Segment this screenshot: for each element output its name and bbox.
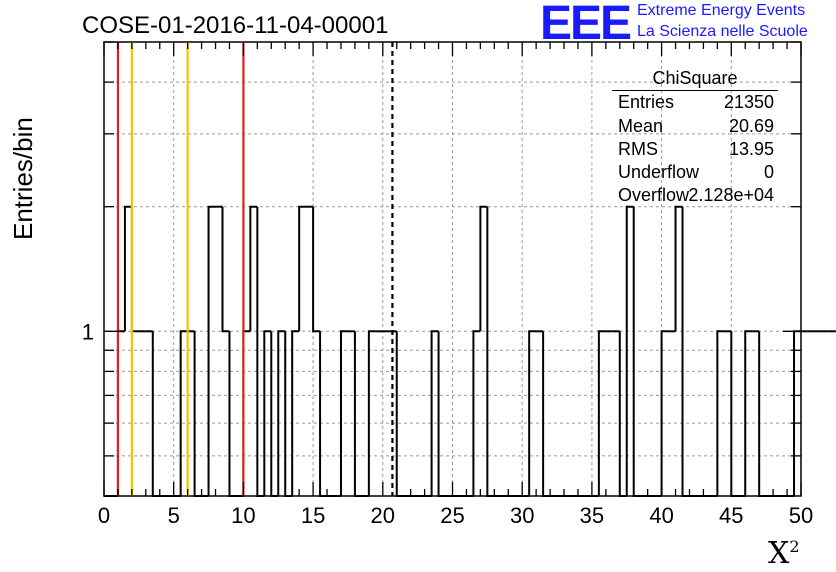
stat-row-entries: Entries 21350 bbox=[618, 92, 774, 114]
logo-subtitle-2: La Scienza nelle Scuole bbox=[637, 23, 808, 40]
stats-title: ChiSquare bbox=[652, 68, 738, 88]
histogram-bin bbox=[312, 206, 321, 333]
stat-value: 0 bbox=[763, 162, 774, 182]
histogram-bin bbox=[758, 331, 767, 497]
histogram-bin bbox=[674, 205, 683, 332]
stat-value: 21350 bbox=[723, 92, 774, 112]
chart-title: COSE-01-2016-11-04-00001 bbox=[82, 12, 389, 39]
histogram-bin bbox=[151, 331, 160, 497]
histogram-bin bbox=[730, 331, 739, 497]
histogram-bin bbox=[263, 330, 272, 496]
x-tick-label: 5 bbox=[168, 503, 180, 528]
histogram-bin bbox=[528, 330, 537, 496]
histogram-bin bbox=[430, 330, 439, 496]
axis-ticks bbox=[103, 41, 802, 496]
reference-lines bbox=[116, 42, 394, 496]
tick-labels: 0 5 10 15 20 25 30 35 40 45 50 1 bbox=[82, 319, 813, 528]
eee-logo: EEE Extreme Energy Events La Scienza nel… bbox=[540, 0, 830, 48]
histogram-bin bbox=[395, 331, 404, 497]
x-axis-label-text: X bbox=[768, 536, 790, 571]
stat-key: Mean bbox=[618, 116, 664, 136]
stat-key: Underflow bbox=[618, 162, 700, 182]
histogram-bin bbox=[319, 331, 328, 497]
histogram-bin bbox=[625, 205, 634, 496]
x-tick-label: 15 bbox=[301, 503, 325, 528]
x-axis-label-exponent: 2 bbox=[789, 537, 800, 556]
histogram-bin bbox=[793, 330, 801, 496]
logo-mark: EEE bbox=[540, 0, 632, 50]
histogram-bin bbox=[716, 330, 725, 496]
histogram-bin bbox=[597, 330, 606, 496]
stat-row-underflow: Underflow 0 bbox=[618, 162, 774, 184]
histogram-bin bbox=[367, 330, 376, 496]
histogram-bin bbox=[249, 205, 258, 332]
histogram-bin bbox=[472, 330, 481, 496]
x-tick-label: 25 bbox=[440, 503, 464, 528]
histogram-bin bbox=[277, 330, 286, 496]
histogram-bin bbox=[221, 206, 230, 333]
histogram-bin bbox=[542, 331, 551, 497]
stat-row-mean: Mean 20.69 bbox=[618, 116, 774, 138]
stat-key: Overflow bbox=[618, 185, 690, 205]
histogram-bars bbox=[104, 205, 836, 497]
x-tick-label: 45 bbox=[719, 503, 743, 528]
histogram-bin bbox=[339, 330, 348, 496]
histogram-bin bbox=[193, 331, 202, 497]
histogram-bin bbox=[437, 331, 446, 497]
histogram-bin bbox=[179, 330, 188, 496]
x-tick-label: 35 bbox=[580, 503, 604, 528]
x-tick-label: 30 bbox=[510, 503, 534, 528]
x-axis-label: X2 bbox=[768, 536, 800, 571]
logo-subtitle-1: Extreme Energy Events bbox=[637, 2, 806, 19]
histogram-bin bbox=[479, 205, 488, 332]
x-tick-label: 50 bbox=[789, 503, 813, 528]
stat-value: 13.95 bbox=[728, 139, 774, 159]
histogram-bin bbox=[284, 331, 293, 497]
stat-value: 2.128e+04 bbox=[688, 185, 774, 205]
stat-row-rms: RMS 13.95 bbox=[618, 139, 774, 161]
histogram-bin bbox=[291, 330, 300, 496]
histogram-bin bbox=[681, 206, 690, 497]
histogram-bin bbox=[744, 330, 753, 496]
histogram-bin bbox=[228, 331, 237, 497]
histogram-bin bbox=[632, 206, 641, 497]
histogram-bin bbox=[660, 330, 669, 496]
x-tick-label: 10 bbox=[231, 503, 255, 528]
histogram-bin bbox=[256, 206, 265, 497]
stats-divider bbox=[612, 90, 778, 91]
x-tick-label: 20 bbox=[371, 503, 395, 528]
x-tick-label: 40 bbox=[649, 503, 673, 528]
stats-box: ChiSquare Entries 21350 Mean 20.69 RMS 1… bbox=[612, 68, 778, 208]
stat-key: RMS bbox=[618, 139, 658, 159]
histogram-bin bbox=[618, 331, 627, 497]
histogram-bin bbox=[486, 206, 495, 497]
histogram-bin bbox=[298, 205, 307, 332]
histogram-bin bbox=[270, 331, 279, 497]
stat-key: Entries bbox=[618, 92, 675, 112]
histogram-bin bbox=[353, 331, 362, 497]
stat-row-overflow: Overflow 2.128e+04 bbox=[618, 185, 774, 207]
histogram-bin bbox=[123, 205, 132, 332]
y-tick-label: 1 bbox=[82, 319, 94, 344]
histogram-bin bbox=[207, 205, 216, 496]
x-tick-label: 0 bbox=[98, 503, 110, 528]
stat-value: 20.69 bbox=[728, 116, 774, 136]
y-axis-label: Entries/bin bbox=[8, 117, 38, 240]
